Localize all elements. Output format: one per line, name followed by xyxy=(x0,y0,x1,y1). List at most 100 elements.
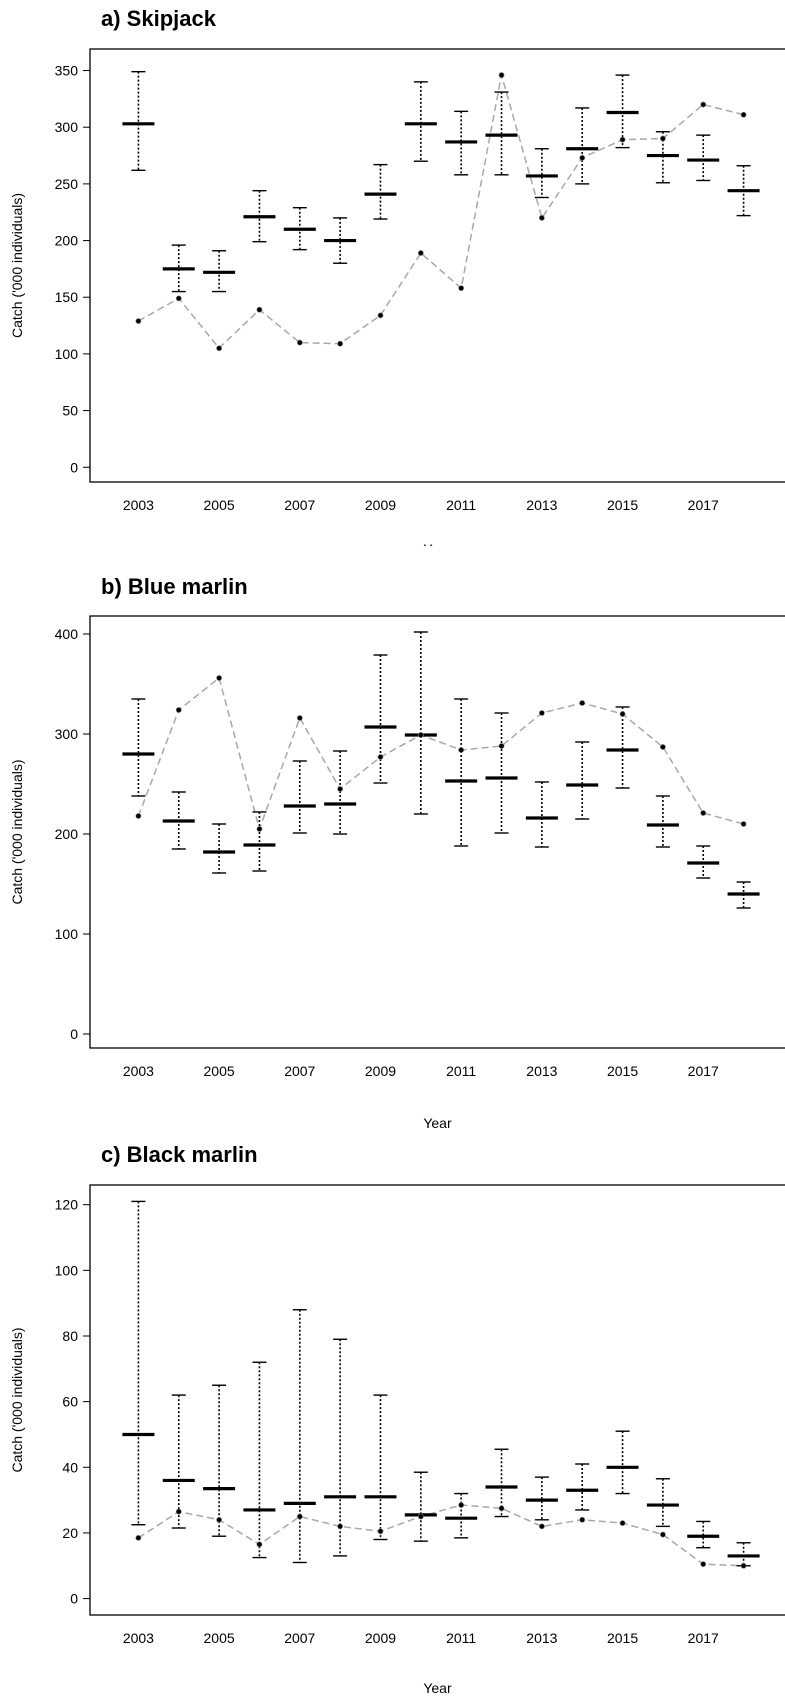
plot-frame xyxy=(89,615,785,1049)
reported-catch-point xyxy=(458,1502,465,1508)
reported-catch-point xyxy=(175,295,182,302)
x-tick-label: 2007 xyxy=(284,1630,315,1646)
y-tick-label: 400 xyxy=(55,626,79,642)
x-tick-label: 2009 xyxy=(365,1630,396,1646)
y-tick-label: 100 xyxy=(55,926,79,942)
x-tick-label: 2011 xyxy=(446,1063,476,1079)
reported-catch-point xyxy=(296,1513,303,1520)
reported-catch-point xyxy=(256,1541,263,1548)
y-tick-label: 200 xyxy=(55,233,79,249)
reported-catch-point xyxy=(296,339,303,346)
reported-catch-point xyxy=(498,1505,505,1512)
reported-catch-point xyxy=(135,813,142,819)
x-tick-label: 2003 xyxy=(123,497,154,513)
y-tick-label: 0 xyxy=(70,1591,78,1607)
x-tick-label: 2011 xyxy=(446,497,476,513)
y-tick-label: 250 xyxy=(55,176,79,192)
y-tick-label: 300 xyxy=(55,726,79,742)
reported-catch-point xyxy=(256,306,263,313)
x-tick-label: 2005 xyxy=(204,1063,235,1079)
reported-catch-point xyxy=(337,1523,344,1530)
x-tick-label: 2003 xyxy=(123,1063,154,1079)
reported-catch-line xyxy=(137,1504,744,1567)
reported-catch-point xyxy=(538,1523,545,1530)
reported-catch-point xyxy=(216,1516,223,1523)
chart-blue-marlin: 0 100 200 300 400 2003 2005 2007 2009 2011 2013 201… xyxy=(9,615,785,1131)
reported-catch-point xyxy=(337,340,344,347)
panel-blue-marlin: b) Blue marlin 0 100 200 300 400 2003 2005 2007… xyxy=(0,574,785,1142)
reported-catch-point xyxy=(579,1516,586,1523)
panel-skipjack: a) Skipjack 0 50 100 150 200 250 300 350 2003 200… xyxy=(0,6,785,546)
chart-skipjack: 0 50 100 150 200 250 300 350 2003 2005 2007 2009 201… xyxy=(9,48,785,546)
reported-catch-point xyxy=(135,1534,142,1541)
reported-catch-point xyxy=(740,111,747,118)
x-axis-title: Year xyxy=(423,1680,452,1696)
x-tick-label: 2003 xyxy=(123,1630,154,1646)
panel-title: a) Skipjack xyxy=(101,6,216,31)
reported-catch-point xyxy=(619,1520,626,1526)
reported-catch-point xyxy=(417,732,424,738)
y-tick-label: 350 xyxy=(55,63,79,79)
reported-catch-point xyxy=(579,700,586,706)
reported-catch-point xyxy=(377,754,384,760)
reported-catch-point xyxy=(538,710,545,716)
x-tick-label: 2017 xyxy=(688,497,719,513)
reported-catch-point xyxy=(337,786,344,792)
y-tick-label: 150 xyxy=(55,289,79,305)
y-tick-label: 300 xyxy=(55,119,79,135)
reported-catch-point xyxy=(175,1508,182,1515)
reported-catch-point xyxy=(619,711,626,717)
x-tick-label: 2013 xyxy=(526,1063,557,1079)
x-tick-label: 2009 xyxy=(365,1063,396,1079)
reported-catch-point xyxy=(538,214,545,221)
reported-catch-point xyxy=(417,250,424,256)
y-tick-label: 20 xyxy=(62,1525,78,1541)
reported-catch-line xyxy=(138,74,744,350)
x-tick-label: 2007 xyxy=(284,497,315,513)
reported-catch-point xyxy=(256,826,263,832)
y-tick-label: 120 xyxy=(55,1197,79,1213)
panel-title: b) Blue marlin xyxy=(101,574,248,599)
reported-catch-point xyxy=(135,318,142,324)
reported-catch-point xyxy=(377,312,384,319)
x-tick-label: 2009 xyxy=(365,497,396,513)
reported-catch-point xyxy=(175,707,182,713)
plot-frame xyxy=(89,48,785,483)
reported-catch-point xyxy=(579,154,586,161)
y-tick-label: 40 xyxy=(62,1459,78,1475)
chart-black-marlin: 0 20 40 60 80 100 120 2003 2005 2007 2009 2011 2013 2… xyxy=(9,1184,785,1696)
reported-catch-point xyxy=(417,1513,424,1520)
y-tick-label: 100 xyxy=(55,346,79,362)
x-tick-label: 2015 xyxy=(607,1063,638,1079)
panel-title: c) Black marlin xyxy=(101,1142,258,1167)
x-tick-label: 2017 xyxy=(688,1630,719,1646)
reported-catch-line xyxy=(137,676,744,832)
reported-catch-point xyxy=(377,1528,384,1535)
y-tick-label: 200 xyxy=(55,826,79,842)
y-axis-title: Catch ('000 individuals) xyxy=(9,759,25,904)
y-tick-label: 80 xyxy=(62,1328,78,1344)
y-tick-label: 0 xyxy=(70,1026,78,1042)
reported-catch-point xyxy=(659,744,666,750)
x-tick-label: 2017 xyxy=(688,1063,719,1079)
reported-catch-point xyxy=(700,810,707,816)
x-tick-label: 2013 xyxy=(526,1630,557,1646)
reported-catch-point xyxy=(700,101,707,108)
y-tick-label: 0 xyxy=(70,459,78,475)
plot-frame xyxy=(89,1184,785,1616)
x-tick-label: 2007 xyxy=(284,1063,315,1079)
y-tick-label: 50 xyxy=(62,403,78,419)
y-axis-title: Catch ('000 individuals) xyxy=(9,1327,25,1472)
reported-catch-point xyxy=(216,345,223,352)
reported-catch-point xyxy=(619,136,626,143)
x-tick-label: 2015 xyxy=(607,497,638,513)
reported-catch-point xyxy=(498,72,505,78)
x-axis-title: Year xyxy=(423,1115,452,1131)
x-tick-label: 2015 xyxy=(607,1630,638,1646)
panel-black-marlin: c) Black marlin 0 20 40 60 80 100 120 2003 2005 2… xyxy=(0,1142,785,1702)
x-tick-label: 2013 xyxy=(526,497,557,513)
reported-catch-point xyxy=(458,747,465,753)
reported-catch-point xyxy=(216,675,223,681)
y-tick-label: 100 xyxy=(55,1262,79,1278)
reported-catch-point xyxy=(700,1561,707,1568)
